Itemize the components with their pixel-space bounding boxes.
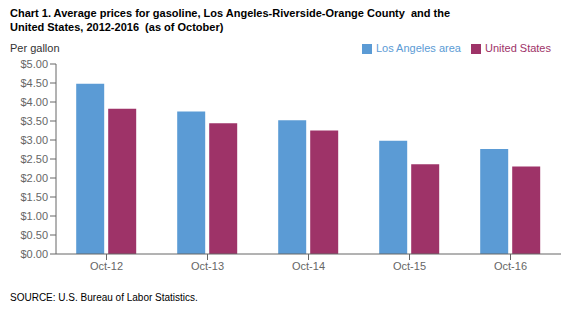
html-text:SOURCE: U.S. Bureau of Labor S: SOURCE: U.S. Bureau of Labor Statistics. <box>10 292 198 303</box>
svg-text:$1.50: $1.50 <box>20 191 48 203</box>
svg-text:$3.50: $3.50 <box>20 115 48 127</box>
html-text:United States: United States <box>485 42 551 54</box>
html-text:Per gallon: Per gallon <box>10 42 60 54</box>
svg-text:$1.00: $1.00 <box>20 210 48 222</box>
svg-text:$3.00: $3.00 <box>20 134 48 146</box>
svg-text:$5.00: $5.00 <box>20 58 48 70</box>
html-text:Los Angeles area: Los Angeles area <box>375 42 461 54</box>
html-text:Chart 1. Average prices for ga: Chart 1. Average prices for gasoline, Lo… <box>10 7 451 19</box>
svg-text:Oct-12: Oct-12 <box>90 260 123 272</box>
html-text:United States, 2012-2016 (as o: United States, 2012-2016 (as of October) <box>10 21 224 33</box>
svg-text:Oct-13: Oct-13 <box>191 260 224 272</box>
svg-text:Oct-16: Oct-16 <box>494 260 527 272</box>
svg-text:Oct-14: Oct-14 <box>292 260 325 272</box>
svg-text:$4.00: $4.00 <box>20 96 48 108</box>
svg-text:Oct-15: Oct-15 <box>393 260 426 272</box>
svg-text:$2.50: $2.50 <box>20 153 48 165</box>
svg-text:$2.00: $2.00 <box>20 172 48 184</box>
svg-text:$0.50: $0.50 <box>20 229 48 241</box>
svg-text:$4.50: $4.50 <box>20 77 48 89</box>
svg-text:$0.00: $0.00 <box>20 248 48 260</box>
